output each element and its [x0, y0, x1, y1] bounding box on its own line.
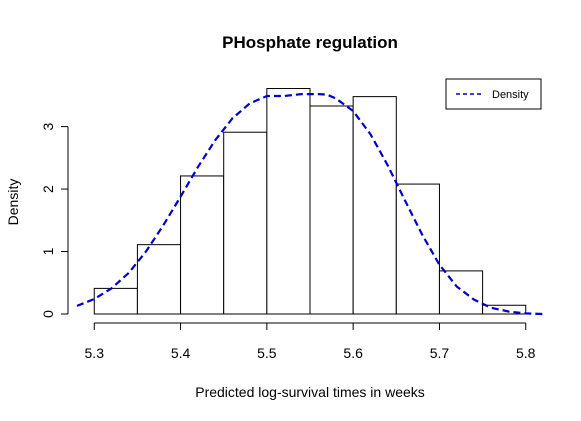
- x-tick-label: 5.8: [516, 345, 536, 361]
- histogram-bar-6: [309, 105, 354, 315]
- legend-box: [445, 78, 542, 110]
- x-tick-label: 5.7: [430, 345, 450, 361]
- y-tick-label: 0: [40, 310, 56, 318]
- histogram-bar-5: [266, 87, 311, 315]
- histogram-bar-9: [438, 270, 484, 315]
- histogram-bar-4: [223, 131, 268, 315]
- y-tick-label: 1: [40, 247, 56, 255]
- histogram-bar-3: [180, 175, 225, 315]
- density-curve-layer: [76, 92, 544, 316]
- y-axis: 0 1 2 3: [40, 122, 69, 318]
- y-axis-label: Density: [5, 179, 21, 226]
- x-axis: 5.3 5.4 5.5 5.6 5.7 5.8: [85, 322, 536, 361]
- histogram-bar-2: [136, 244, 182, 315]
- x-tick-label: 5.3: [85, 345, 105, 361]
- histogram-bar-1: [93, 287, 138, 315]
- histogram-bar-8: [395, 183, 440, 315]
- x-tick-label: 5.4: [171, 345, 191, 361]
- x-tick-label: 5.5: [257, 345, 277, 361]
- x-tick-label: 5.6: [343, 345, 363, 361]
- legend: Density: [445, 78, 542, 110]
- legend-density-label: Density: [492, 89, 529, 101]
- y-tick-label: 3: [40, 122, 56, 130]
- y-tick-label: 2: [40, 185, 56, 193]
- histogram-bars: [93, 87, 527, 315]
- chart-title: PHosphate regulation: [222, 33, 398, 52]
- histogram-bar-7: [352, 96, 397, 315]
- x-axis-label: Predicted log-survival times in weeks: [195, 384, 425, 400]
- density-curve: [76, 92, 544, 316]
